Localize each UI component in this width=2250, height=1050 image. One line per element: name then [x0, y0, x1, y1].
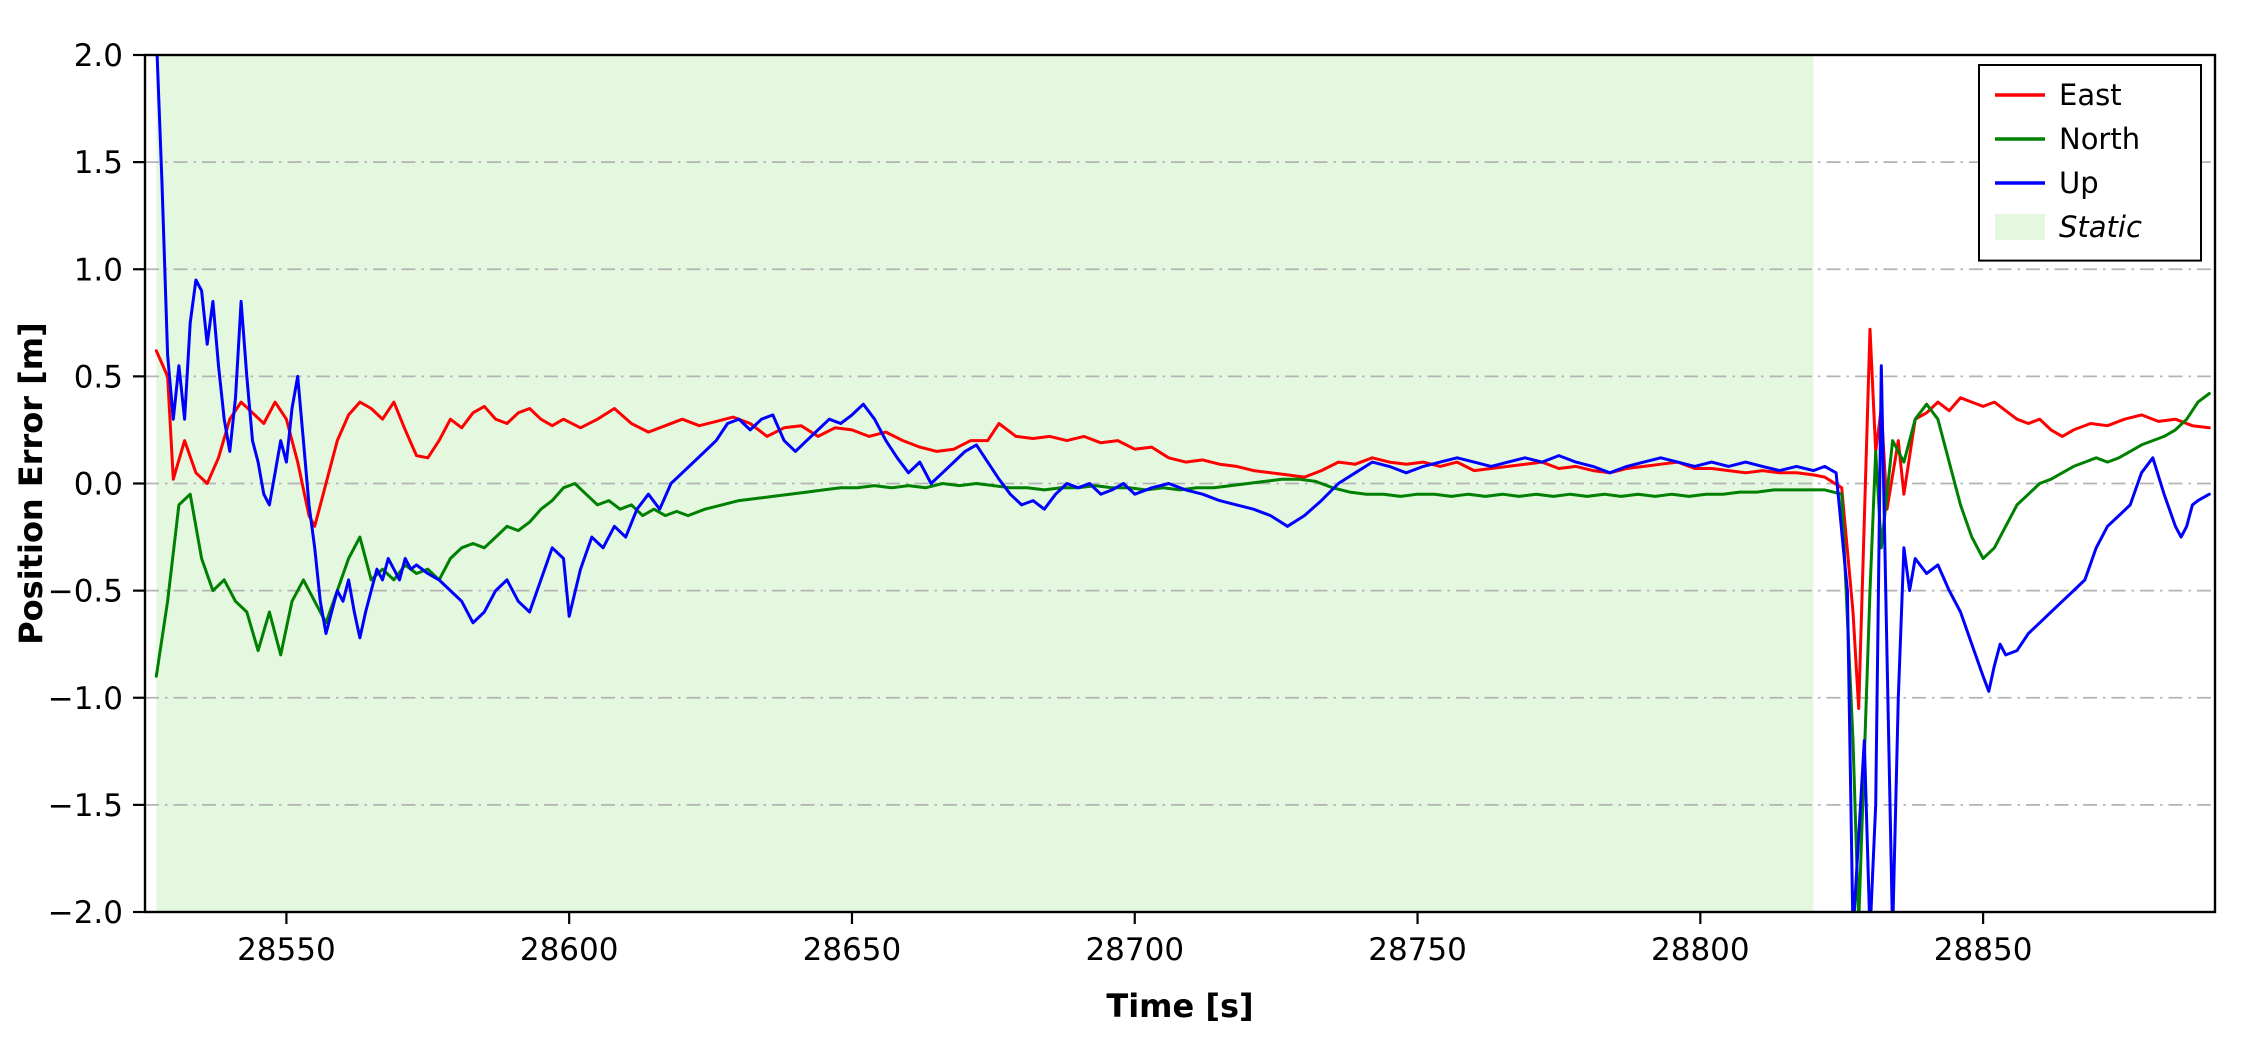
x-tick-label: 28700	[1085, 932, 1184, 968]
x-tick-label: 28600	[520, 932, 619, 968]
y-tick-label: 2.0	[74, 38, 123, 74]
y-tick-label: −1.0	[48, 681, 123, 717]
legend-label: Up	[2059, 166, 2099, 200]
series-east-line	[154, 327, 2211, 710]
legend-item-static: Static	[1995, 210, 2142, 244]
x-tick-label: 28750	[1368, 932, 1467, 968]
legend-label: Static	[2059, 210, 2142, 244]
y-axis-label: Position Error [m]	[12, 322, 50, 645]
y-tick-label: 0.5	[74, 359, 123, 395]
y-tick-label: −2.0	[48, 895, 123, 931]
x-axis: 28550 28600 28650 28700 28750 28800 28850	[237, 912, 2032, 968]
legend-label: East	[2059, 78, 2122, 112]
y-tick-label: −0.5	[48, 574, 123, 610]
legend: East North Up Static	[1978, 64, 2202, 262]
legend-item-north: North	[1995, 122, 2140, 156]
x-tick-label: 28550	[237, 932, 336, 968]
legend-item-up: Up	[1995, 166, 2099, 200]
x-tick-label: 28850	[1934, 932, 2033, 968]
y-tick-label: 1.5	[74, 145, 123, 181]
y-tick-label: 0.0	[74, 467, 123, 503]
y-axis: −2.0 −1.5 −1.0 −0.5 0.0 0.5 1.0 1.5 2.0	[48, 38, 145, 931]
x-tick-label: 28800	[1651, 932, 1750, 968]
series-up-line	[155, 55, 2211, 912]
x-axis-label: Time [s]	[1106, 987, 1253, 1025]
legend-item-east: East	[1995, 78, 2122, 112]
y-tick-label: −1.5	[48, 788, 123, 824]
legend-label: North	[2059, 122, 2140, 156]
y-tick-label: 1.0	[74, 252, 123, 288]
legend-swatch-patch	[1995, 214, 2045, 240]
x-tick-label: 28650	[803, 932, 902, 968]
series-group	[154, 55, 2211, 912]
gridlines	[145, 161, 2215, 806]
